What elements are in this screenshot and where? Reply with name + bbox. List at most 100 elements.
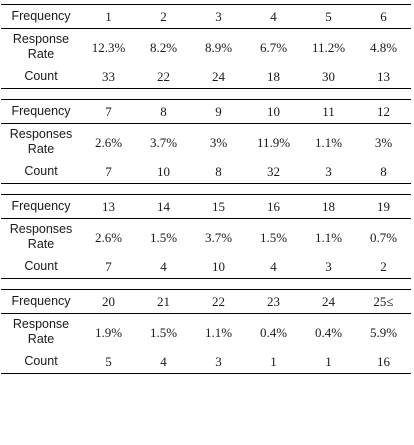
rate-cell: 1.5%	[259, 229, 288, 245]
count-cell: 18	[246, 65, 301, 89]
rate-cell: 1.1%	[314, 229, 343, 245]
response-rate-row: Response Rate 12.3% 8.2% 8.9% 6.7% 11.2%…	[1, 29, 411, 66]
count-cell: 1	[246, 350, 301, 374]
frequency-table-3: Frequency 13 14 15 16 18 19 Responses Ra…	[1, 194, 411, 279]
rate-cell: 8.2%	[149, 39, 178, 55]
response-rate-label: Response Rate	[12, 317, 70, 346]
rate-cell: 3%	[209, 134, 228, 150]
rate-cell: 12.3%	[91, 39, 126, 55]
rate-cell: 1.5%	[149, 229, 178, 245]
response-rate-label: Responses Rate	[9, 127, 73, 156]
count-cell: 13	[356, 65, 411, 89]
response-rate-row: Responses Rate 2.6% 3.7% 3% 11.9% 1.1% 3…	[1, 124, 411, 161]
frequency-cell: 16	[246, 194, 301, 219]
frequency-cell: 13	[81, 194, 136, 219]
frequency-row: Frequency 7 8 9 10 11 12	[1, 99, 411, 124]
frequency-label: Frequency	[1, 99, 81, 124]
frequency-cell: 1	[81, 4, 136, 29]
frequency-cell: 22	[191, 289, 246, 314]
frequency-cell: 2	[136, 4, 191, 29]
frequency-cell: 25≤	[356, 289, 411, 314]
frequency-cell: 9	[191, 99, 246, 124]
frequency-row: Frequency 13 14 15 16 18 19	[1, 194, 411, 219]
rate-cell: 3%	[374, 134, 393, 150]
rate-cell: 4.8%	[369, 39, 398, 55]
frequency-cell: 4	[246, 4, 301, 29]
count-row: Count 7 10 8 32 3 8	[1, 160, 411, 184]
rate-cell: 11.2%	[311, 39, 346, 55]
count-cell: 2	[356, 255, 411, 279]
rate-cell: 1.5%	[149, 324, 178, 340]
rate-cell: 0.4%	[314, 324, 343, 340]
frequency-cell: 24	[301, 289, 356, 314]
frequency-cell: 12	[356, 99, 411, 124]
frequency-cell: 11	[301, 99, 356, 124]
count-cell: 5	[81, 350, 136, 374]
count-cell: 32	[246, 160, 301, 184]
frequency-cell: 20	[81, 289, 136, 314]
frequency-table-4: Frequency 20 21 22 23 24 25≤ Response Ra…	[1, 289, 411, 374]
rate-cell: 0.4%	[259, 324, 288, 340]
frequency-table-2: Frequency 7 8 9 10 11 12 Responses Rate …	[1, 99, 411, 184]
frequency-cell: 10	[246, 99, 301, 124]
frequency-label: Frequency	[1, 4, 81, 29]
count-cell: 3	[301, 160, 356, 184]
count-cell: 4	[136, 255, 191, 279]
frequency-cell: 6	[356, 4, 411, 29]
count-cell: 8	[356, 160, 411, 184]
count-cell: 8	[191, 160, 246, 184]
frequency-cell: 15	[191, 194, 246, 219]
rate-cell: 0.7%	[369, 229, 398, 245]
count-cell: 33	[81, 65, 136, 89]
frequency-row: Frequency 1 2 3 4 5 6	[1, 4, 411, 29]
count-cell: 7	[81, 160, 136, 184]
frequency-cell: 3	[191, 4, 246, 29]
count-cell: 30	[301, 65, 356, 89]
rate-cell: 5.9%	[369, 324, 398, 340]
frequency-cell: 7	[81, 99, 136, 124]
rate-cell: 1.1%	[204, 324, 233, 340]
count-label: Count	[1, 255, 81, 279]
rate-cell: 8.9%	[204, 39, 233, 55]
count-cell: 1	[301, 350, 356, 374]
count-cell: 4	[136, 350, 191, 374]
count-row: Count 5 4 3 1 1 16	[1, 350, 411, 374]
rate-cell: 11.9%	[256, 134, 291, 150]
frequency-tables: Frequency 1 2 3 4 5 6 Response Rate 12.3…	[1, 4, 411, 384]
rate-cell: 1.1%	[314, 134, 343, 150]
frequency-cell: 18	[301, 194, 356, 219]
rate-cell: 1.9%	[94, 324, 123, 340]
count-cell: 4	[246, 255, 301, 279]
count-cell: 3	[191, 350, 246, 374]
response-rate-row: Responses Rate 2.6% 1.5% 3.7% 1.5% 1.1% …	[1, 219, 411, 256]
count-cell: 16	[356, 350, 411, 374]
count-label: Count	[1, 350, 81, 374]
frequency-cell: 21	[136, 289, 191, 314]
response-rate-label: Response Rate	[12, 32, 70, 61]
count-cell: 24	[191, 65, 246, 89]
frequency-cell: 5	[301, 4, 356, 29]
count-cell: 22	[136, 65, 191, 89]
frequency-cell: 14	[136, 194, 191, 219]
rate-cell: 6.7%	[259, 39, 288, 55]
frequency-row: Frequency 20 21 22 23 24 25≤	[1, 289, 411, 314]
rate-cell: 2.6%	[94, 134, 123, 150]
count-row: Count 33 22 24 18 30 13	[1, 65, 411, 89]
count-label: Count	[1, 65, 81, 89]
count-cell: 3	[301, 255, 356, 279]
count-cell: 7	[81, 255, 136, 279]
frequency-cell: 8	[136, 99, 191, 124]
count-cell: 10	[136, 160, 191, 184]
frequency-label: Frequency	[1, 289, 81, 314]
frequency-cell: 23	[246, 289, 301, 314]
rate-cell: 2.6%	[94, 229, 123, 245]
frequency-table-1: Frequency 1 2 3 4 5 6 Response Rate 12.3…	[1, 4, 411, 89]
rate-cell: 3.7%	[204, 229, 233, 245]
frequency-cell: 19	[356, 194, 411, 219]
rate-cell: 3.7%	[149, 134, 178, 150]
frequency-label: Frequency	[1, 194, 81, 219]
count-label: Count	[1, 160, 81, 184]
response-rate-label: Responses Rate	[9, 222, 73, 251]
count-cell: 10	[191, 255, 246, 279]
response-rate-row: Response Rate 1.9% 1.5% 1.1% 0.4% 0.4% 5…	[1, 314, 411, 351]
